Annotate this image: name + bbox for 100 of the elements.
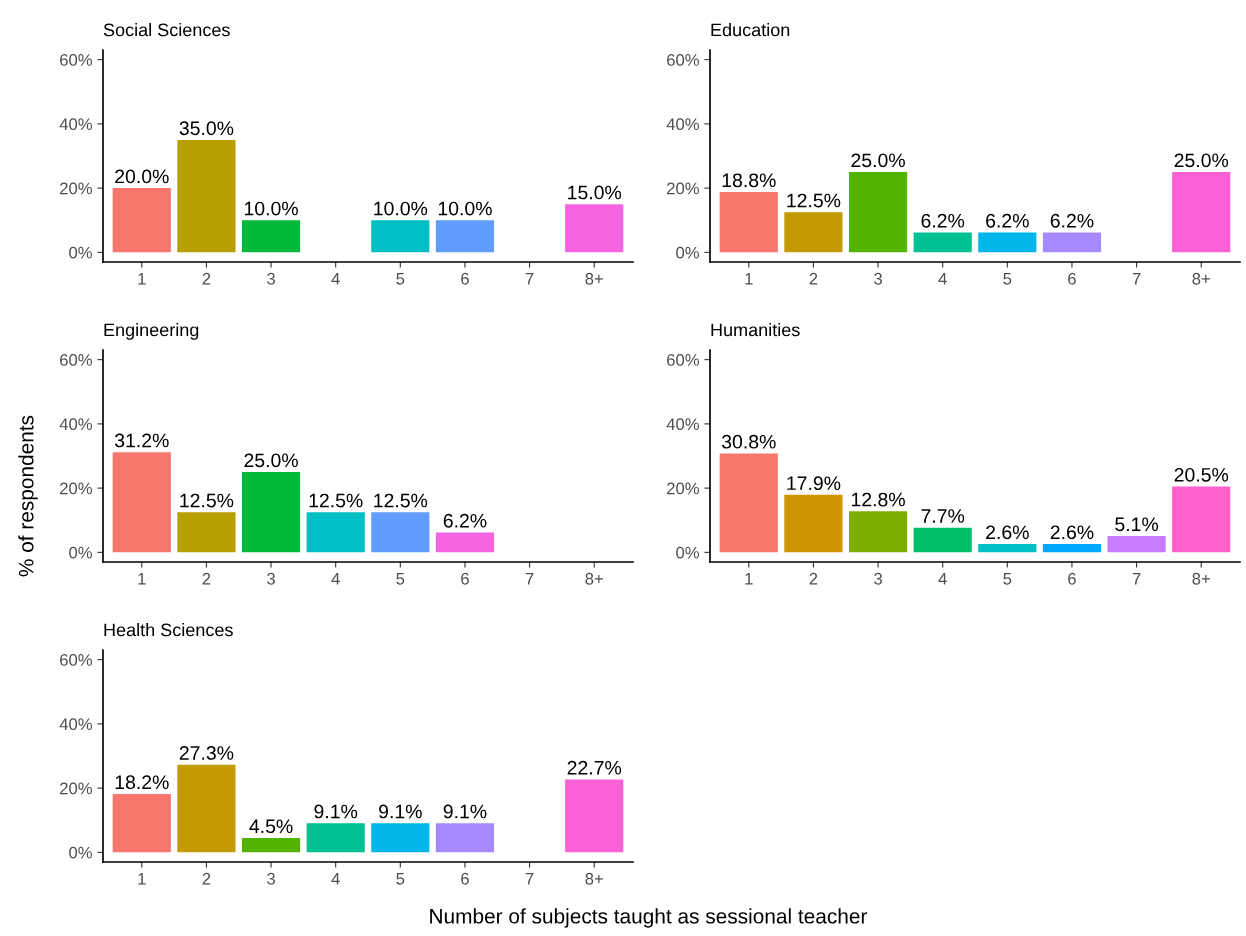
chart-title: Engineering [104, 323, 199, 340]
bar [913, 527, 972, 553]
x-tick-label: 4 [331, 273, 340, 285]
bar [565, 204, 624, 253]
y-tick-label: 20% [60, 782, 92, 795]
data-label: 12.5% [309, 493, 363, 508]
data-label: 25.0% [851, 153, 905, 168]
data-label: 15.0% [568, 185, 622, 200]
data-label: 12.5% [374, 493, 428, 508]
x-tick-label: 2 [202, 272, 211, 285]
bar [112, 188, 171, 253]
data-label: 12.5% [180, 493, 234, 508]
x-tick-label: 2 [202, 572, 211, 585]
y-axis-title: % of respondents [18, 415, 38, 577]
x-tick-label: 3 [267, 272, 275, 285]
x-tick-label: 3 [267, 572, 275, 585]
x-tick-label: 4 [938, 573, 947, 585]
data-label: 4.5% [249, 819, 293, 834]
bar [177, 512, 236, 553]
bar [241, 837, 301, 853]
data-label: 27.3% [179, 746, 234, 760]
data-label: 6.2% [443, 513, 487, 528]
y-tick-label: 20% [60, 482, 92, 495]
x-tick-label: 6 [461, 872, 469, 885]
data-label: 10.0% [438, 201, 492, 216]
bar [1042, 232, 1102, 253]
y-tick-label: 40% [666, 118, 699, 131]
data-label: 6.2% [1050, 213, 1094, 228]
y-tick-label: 40% [59, 418, 92, 431]
x-tick-label: 7 [525, 273, 534, 285]
data-label: 9.1% [443, 804, 487, 819]
x-tick-label: 6 [461, 272, 469, 285]
bar [241, 220, 301, 253]
bar [435, 220, 495, 253]
bar [241, 472, 301, 553]
y-tick-label: 20% [667, 182, 699, 195]
chart-title: Education [711, 23, 790, 37]
x-tick-label: 1 [745, 273, 753, 285]
bar [306, 512, 365, 553]
y-tick-label: 40% [666, 418, 699, 431]
bar [112, 452, 171, 553]
x-axis-title: Number of subjects taught as sessional teacher [430, 908, 868, 928]
data-label: 18.2% [115, 775, 169, 790]
x-tick-label: 7 [525, 573, 534, 585]
data-label: 20.5% [1174, 467, 1229, 482]
x-tick-label: 5 [396, 273, 405, 285]
y-tick-label: 60% [60, 54, 92, 66]
x-tick-label: 4 [938, 273, 947, 285]
y-tick-label: 60% [667, 54, 699, 66]
data-label: 12.5% [787, 193, 841, 208]
x-tick-label: 1 [745, 573, 753, 585]
bar [848, 511, 908, 553]
data-label: 6.2% [921, 213, 965, 228]
bar [913, 232, 972, 253]
chart-title: Social Sciences [103, 23, 230, 37]
y-tick-label: 20% [60, 182, 92, 195]
bar [565, 779, 624, 853]
bar [177, 139, 236, 253]
bar [848, 172, 908, 253]
x-tick-label: 5 [1003, 273, 1012, 285]
bar [978, 232, 1037, 253]
y-tick-label: 0% [69, 546, 92, 559]
bar [177, 764, 236, 853]
data-label: 18.8% [722, 173, 776, 188]
bar [1172, 486, 1231, 553]
y-tick-label: 0% [676, 546, 699, 559]
y-tick-label: 60% [667, 354, 699, 366]
bar [719, 453, 778, 553]
data-label: 2.6% [986, 525, 1029, 540]
y-tick-label: 60% [60, 354, 92, 366]
y-tick-label: 40% [59, 718, 92, 731]
x-tick-label: 6 [461, 572, 469, 585]
bar [1107, 535, 1166, 553]
bar [371, 220, 430, 253]
x-tick-label: 1 [138, 873, 146, 885]
x-tick-label: 2 [809, 572, 818, 585]
x-tick-label: 6 [1068, 572, 1076, 585]
bar [1042, 544, 1102, 553]
x-tick-label: 1 [138, 573, 146, 585]
data-label: 12.8% [851, 492, 905, 507]
x-tick-label: 8+ [1192, 572, 1210, 585]
data-label: 17.9% [787, 476, 841, 491]
data-label: 35.0% [179, 121, 234, 136]
x-tick-label: 8+ [585, 872, 603, 885]
x-tick-label: 5 [396, 873, 405, 885]
x-tick-label: 8+ [585, 272, 603, 285]
y-tick-label: 40% [59, 118, 92, 131]
x-tick-label: 7 [1132, 273, 1141, 285]
bar [784, 494, 843, 553]
bar [978, 544, 1037, 553]
x-tick-label: 3 [267, 872, 275, 885]
bar [435, 823, 495, 853]
y-tick-label: 20% [667, 482, 699, 495]
data-label: 10.0% [244, 201, 298, 216]
chart-title: Health Sciences [104, 623, 233, 637]
data-label: 7.7% [921, 509, 965, 523]
x-tick-label: 4 [331, 873, 340, 885]
bar [435, 532, 495, 553]
x-tick-label: 2 [809, 272, 818, 285]
bar [306, 823, 365, 853]
